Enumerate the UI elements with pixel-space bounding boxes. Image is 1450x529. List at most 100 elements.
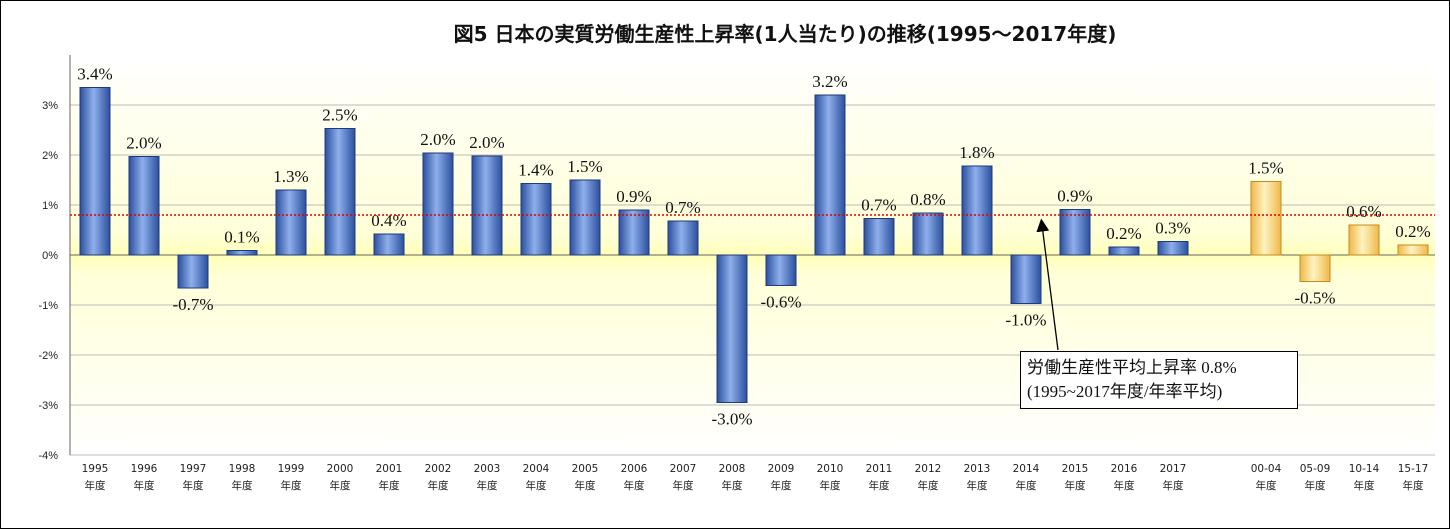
annual-bar bbox=[863, 218, 895, 256]
annual-data-label: -3.0% bbox=[711, 410, 752, 429]
x-tick-label-unit: 年度 bbox=[1114, 479, 1136, 492]
x-tick-label: 2005 bbox=[572, 463, 599, 475]
average-annotation-box: 労働生産性平均上昇率 0.8% (1995~2017年度/年率平均) bbox=[1020, 351, 1298, 409]
annual-bar bbox=[716, 254, 748, 403]
period-bar bbox=[1299, 254, 1331, 282]
annual-bar bbox=[79, 87, 111, 256]
average-annotation-line1: 労働生産性平均上昇率 0.8% bbox=[1027, 358, 1237, 377]
x-tick-label-unit: 年度 bbox=[1163, 479, 1185, 492]
annual-bar bbox=[814, 94, 846, 256]
annual-bar bbox=[373, 233, 405, 256]
annual-data-label: 0.9% bbox=[1057, 187, 1092, 206]
x-tick-label-unit: 年度 bbox=[477, 479, 498, 492]
x-tick-label-unit: 年度 bbox=[820, 479, 841, 492]
x-tick-label-unit: 年度 bbox=[1065, 479, 1087, 492]
annual-data-label: 2.0% bbox=[126, 134, 161, 153]
x-tick-label-unit: 年度 bbox=[281, 479, 302, 492]
x-tick-label: 2004 bbox=[523, 463, 550, 475]
y-tick-label: -3% bbox=[38, 400, 58, 412]
period-data-label: 1.5% bbox=[1248, 159, 1283, 178]
annual-data-label: 0.1% bbox=[224, 228, 259, 247]
annual-bar bbox=[471, 155, 503, 256]
x-tick-label: 2007 bbox=[670, 463, 697, 475]
annual-bar bbox=[765, 254, 797, 286]
annual-data-label: -0.7% bbox=[172, 295, 213, 314]
x-tick-label-unit: 年度 bbox=[624, 479, 645, 492]
period-data-label: -0.5% bbox=[1294, 289, 1335, 308]
x-tick-label: 2000 bbox=[327, 463, 354, 475]
x-tick-label-unit: 年度 bbox=[134, 479, 155, 492]
x-tick-label: 10-14 bbox=[1349, 463, 1380, 475]
annual-data-label: 2.0% bbox=[420, 130, 455, 149]
chart-title: 図5 日本の実質労働生産性上昇率(1人当たり)の推移(1995〜2017年度) bbox=[453, 22, 1117, 46]
annual-data-label: 0.2% bbox=[1106, 224, 1141, 243]
annual-bar bbox=[1059, 209, 1091, 256]
annual-bar bbox=[1108, 246, 1140, 256]
annual-bar bbox=[520, 183, 552, 256]
annual-bar bbox=[422, 152, 454, 256]
x-tick-label-unit: 年度 bbox=[85, 479, 106, 492]
annual-data-label: 1.8% bbox=[959, 143, 994, 162]
x-tick-label-unit: 年度 bbox=[673, 479, 694, 492]
x-tick-label: 2001 bbox=[376, 463, 403, 475]
x-tick-label-unit: 年度 bbox=[771, 479, 792, 492]
x-tick-label-unit: 年度 bbox=[428, 479, 449, 492]
period-data-label: 0.6% bbox=[1346, 202, 1381, 221]
x-tick-label: 1998 bbox=[229, 463, 256, 475]
x-tick-label-unit: 年度 bbox=[232, 479, 253, 492]
annual-bar bbox=[961, 165, 993, 256]
x-tick-label: 2009 bbox=[768, 463, 795, 475]
y-tick-label: 0% bbox=[42, 250, 58, 262]
x-tick-label: 2008 bbox=[719, 463, 746, 475]
annual-data-label: 1.5% bbox=[567, 157, 602, 176]
annual-data-label: 2.0% bbox=[469, 133, 504, 152]
annual-bar bbox=[569, 179, 601, 256]
x-tick-label-unit: 年度 bbox=[330, 479, 351, 492]
x-tick-label: 2014 bbox=[1013, 463, 1040, 475]
annual-data-label: 0.9% bbox=[616, 187, 651, 206]
annual-data-label: 1.4% bbox=[518, 161, 553, 180]
x-tick-label: 1999 bbox=[278, 463, 305, 475]
x-tick-label-unit: 年度 bbox=[183, 479, 204, 492]
x-tick-label: 05-09 bbox=[1300, 463, 1331, 475]
y-tick-label: -1% bbox=[38, 300, 58, 312]
x-tick-label: 2013 bbox=[964, 463, 991, 475]
x-tick-label-unit: 年度 bbox=[1305, 479, 1327, 492]
x-tick-label: 1995 bbox=[82, 463, 109, 475]
annual-bar bbox=[667, 220, 699, 256]
x-tick-label-unit: 年度 bbox=[575, 479, 596, 492]
annual-bar bbox=[275, 189, 307, 256]
x-tick-label: 1996 bbox=[131, 463, 158, 475]
x-tick-label: 2002 bbox=[425, 463, 452, 475]
x-tick-label: 2017 bbox=[1160, 463, 1187, 475]
x-tick-label-unit: 年度 bbox=[918, 479, 939, 492]
annual-data-label: 1.3% bbox=[273, 167, 308, 186]
x-tick-label-unit: 年度 bbox=[722, 479, 743, 492]
annual-bar bbox=[324, 128, 356, 256]
period-bar bbox=[1250, 181, 1282, 256]
x-tick-label: 15-17 bbox=[1398, 463, 1429, 475]
x-tick-label-unit: 年度 bbox=[1403, 479, 1425, 492]
annual-bar bbox=[226, 250, 258, 256]
period-bar bbox=[1348, 224, 1380, 256]
x-tick-label: 2003 bbox=[474, 463, 501, 475]
x-tick-label: 2016 bbox=[1111, 463, 1138, 475]
average-annotation-line2: (1995~2017年度/年率平均) bbox=[1027, 382, 1223, 401]
x-tick-label-unit: 年度 bbox=[869, 479, 890, 492]
period-bar bbox=[1397, 244, 1429, 256]
annual-data-label: 0.3% bbox=[1155, 219, 1190, 238]
x-tick-label: 2011 bbox=[866, 463, 893, 475]
x-tick-label: 00-04 bbox=[1251, 463, 1282, 475]
annual-bar bbox=[1010, 254, 1042, 304]
x-tick-label-unit: 年度 bbox=[1354, 479, 1376, 492]
y-tick-label: -2% bbox=[38, 350, 58, 362]
annual-data-label: 3.4% bbox=[77, 65, 112, 84]
x-tick-label-unit: 年度 bbox=[526, 479, 547, 492]
x-tick-label: 2006 bbox=[621, 463, 648, 475]
x-tick-label: 2015 bbox=[1062, 463, 1089, 475]
x-tick-label-unit: 年度 bbox=[1256, 479, 1278, 492]
x-tick-label: 2012 bbox=[915, 463, 942, 475]
annual-bar bbox=[1157, 241, 1189, 256]
annual-data-label: 0.7% bbox=[665, 198, 700, 217]
